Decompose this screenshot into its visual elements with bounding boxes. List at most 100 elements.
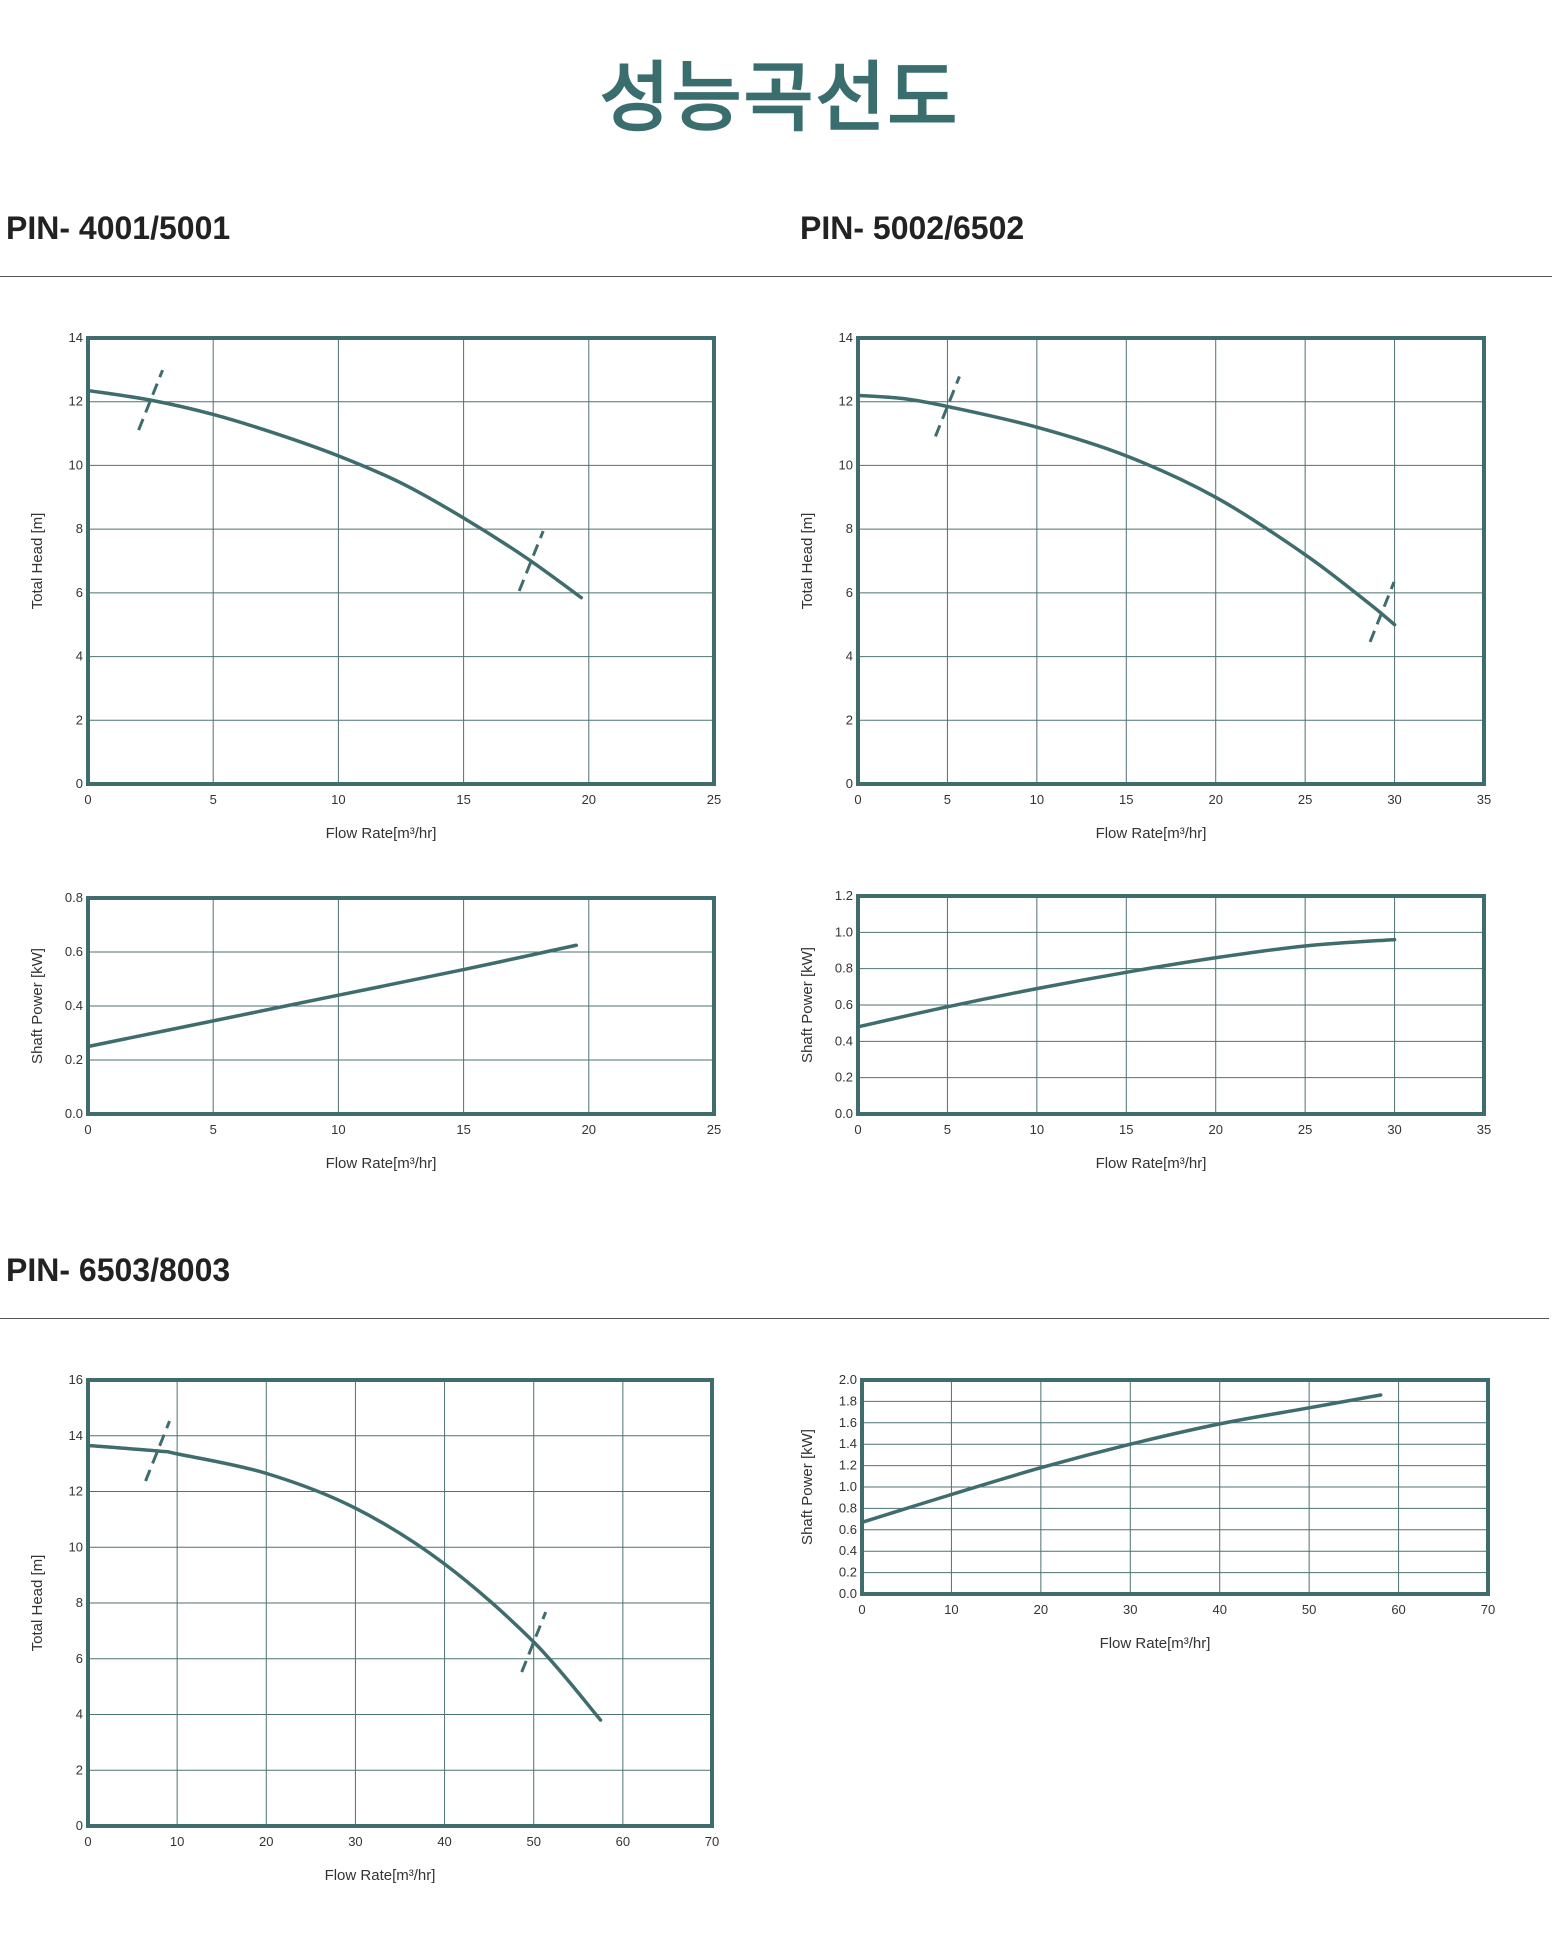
data-point <box>861 1521 863 1523</box>
x-axis-title: Flow Rate[m³/hr] <box>326 1155 437 1172</box>
data-point <box>1215 496 1217 498</box>
x-tick-label: 10 <box>331 792 345 807</box>
x-tick-label: 40 <box>437 1834 451 1849</box>
y-tick-label: 10 <box>839 457 853 472</box>
x-tick-label: 0 <box>854 1122 861 1137</box>
y-tick-label: 6 <box>76 585 83 600</box>
plot-frame <box>86 336 716 786</box>
x-tick-label: 25 <box>1298 1122 1312 1137</box>
y-tick-label: 0.8 <box>835 961 853 976</box>
y-tick-label: 0.4 <box>839 1543 857 1558</box>
x-tick-label: 70 <box>705 1834 719 1849</box>
y-tick-label: 14 <box>69 1428 83 1443</box>
y-tick-label: 6 <box>76 1651 83 1666</box>
x-tick-label: 25 <box>707 792 721 807</box>
y-tick-label: 0.4 <box>65 998 83 1013</box>
y-tick-label: 10 <box>69 1539 83 1554</box>
x-tick-label: 20 <box>582 792 596 807</box>
data-point <box>87 1444 89 1446</box>
chart-head-pin-5002: 0 5 10 15 20 25 30 35 0 2 4 6 8 10 12 14 Flow Rate[m³/hr… <box>799 330 1491 842</box>
data-point <box>857 394 859 396</box>
y-tick-label: 1.2 <box>835 888 853 903</box>
y-tick-label: 4 <box>846 649 853 664</box>
y-tick-label: 14 <box>839 330 853 345</box>
series-line <box>860 1393 1383 1525</box>
data-point <box>1379 1394 1381 1396</box>
data-point <box>902 397 904 399</box>
data-point <box>1036 426 1038 428</box>
x-tick-label: 20 <box>1034 1602 1048 1617</box>
y-tick-label: 1.2 <box>839 1458 857 1473</box>
y-tick-label: 14 <box>69 330 83 345</box>
y-tick-label: 12 <box>839 394 853 409</box>
chart-power-pin-5002: 0 5 10 15 20 25 30 35 0.0 0.2 0.4 0.6 0.8 1.0 1.2 Flow … <box>799 888 1491 1172</box>
x-tick-label: 60 <box>1391 1602 1405 1617</box>
data-point <box>1393 624 1395 626</box>
data-point <box>525 557 527 559</box>
data-point <box>575 944 577 946</box>
chart-head-pin-6503: 0 10 20 30 40 50 60 70 0 2 4 6 8 10 12 14 16 Flow Rate[m³… <box>29 1372 719 1884</box>
y-tick-label: 1.0 <box>835 924 853 939</box>
operating-range-marker <box>517 530 545 592</box>
page-title: 성능곡선도 <box>599 53 960 142</box>
y-tick-label: 2 <box>846 712 853 727</box>
x-tick-label: 25 <box>707 1122 721 1137</box>
x-tick-label: 15 <box>1119 1122 1133 1137</box>
data-point <box>1304 945 1306 947</box>
data-point <box>950 1493 952 1495</box>
y-tick-label: 0 <box>846 776 853 791</box>
data-point <box>265 1472 267 1474</box>
plot-frame <box>860 1378 1490 1596</box>
data-point <box>337 994 339 996</box>
y-tick-label: 0.6 <box>835 997 853 1012</box>
data-point <box>1125 455 1127 457</box>
data-point <box>212 413 214 415</box>
plot-frame <box>86 896 716 1116</box>
x-tick-label: 0 <box>84 792 91 807</box>
y-tick-label: 0.0 <box>65 1106 83 1121</box>
x-tick-label: 5 <box>210 792 217 807</box>
x-tick-label: 10 <box>331 1122 345 1137</box>
x-tick-label: 0 <box>84 1122 91 1137</box>
data-point <box>946 405 948 407</box>
y-tick-label: 1.6 <box>839 1415 857 1430</box>
x-tick-label: 20 <box>1208 1122 1222 1137</box>
section-title-pin-6503: PIN- 6503/8003 <box>6 1252 231 1288</box>
plot-frame <box>86 1378 714 1828</box>
series-line <box>86 388 584 600</box>
series-line <box>86 943 579 1049</box>
x-tick-label: 10 <box>944 1602 958 1617</box>
y-tick-label: 4 <box>76 649 83 664</box>
data-point <box>275 432 277 434</box>
x-tick-label: 10 <box>1030 792 1044 807</box>
y-tick-label: 0.8 <box>839 1500 857 1515</box>
data-point <box>354 1507 356 1509</box>
y-tick-label: 6 <box>846 585 853 600</box>
x-tick-label: 35 <box>1477 792 1491 807</box>
x-tick-label: 5 <box>210 1122 217 1137</box>
y-axis-title: Total Head [m] <box>29 1555 46 1652</box>
section-divider <box>0 1318 1549 1319</box>
data-point <box>1215 957 1217 959</box>
x-tick-label: 15 <box>1119 792 1133 807</box>
y-tick-label: 0.2 <box>65 1052 83 1067</box>
section-title-pin-4001: PIN- 4001/5001 <box>6 210 231 246</box>
x-tick-label: 35 <box>1477 1122 1491 1137</box>
x-tick-label: 30 <box>1387 792 1401 807</box>
data-point <box>1036 987 1038 989</box>
x-tick-label: 20 <box>582 1122 596 1137</box>
series-line <box>856 937 1397 1029</box>
plot-frame <box>856 894 1486 1116</box>
y-tick-label: 1.4 <box>839 1436 857 1451</box>
x-tick-label: 60 <box>616 1834 630 1849</box>
x-tick-label: 20 <box>1208 792 1222 807</box>
operating-range-marker <box>934 375 961 438</box>
data-point <box>1367 601 1369 603</box>
data-point <box>1040 1467 1042 1469</box>
x-tick-label: 5 <box>944 1122 951 1137</box>
x-axis-title: Flow Rate[m³/hr] <box>325 1867 436 1884</box>
chart-power-pin-4001: 0 5 10 15 20 25 0.0 0.2 0.4 0.6 0.8 Flow Rate[m³/hr… <box>29 890 721 1172</box>
y-tick-label: 12 <box>69 1484 83 1499</box>
y-axis-title: Shaft Power [kW] <box>799 947 816 1063</box>
x-axis-title: Flow Rate[m³/hr] <box>326 825 437 842</box>
